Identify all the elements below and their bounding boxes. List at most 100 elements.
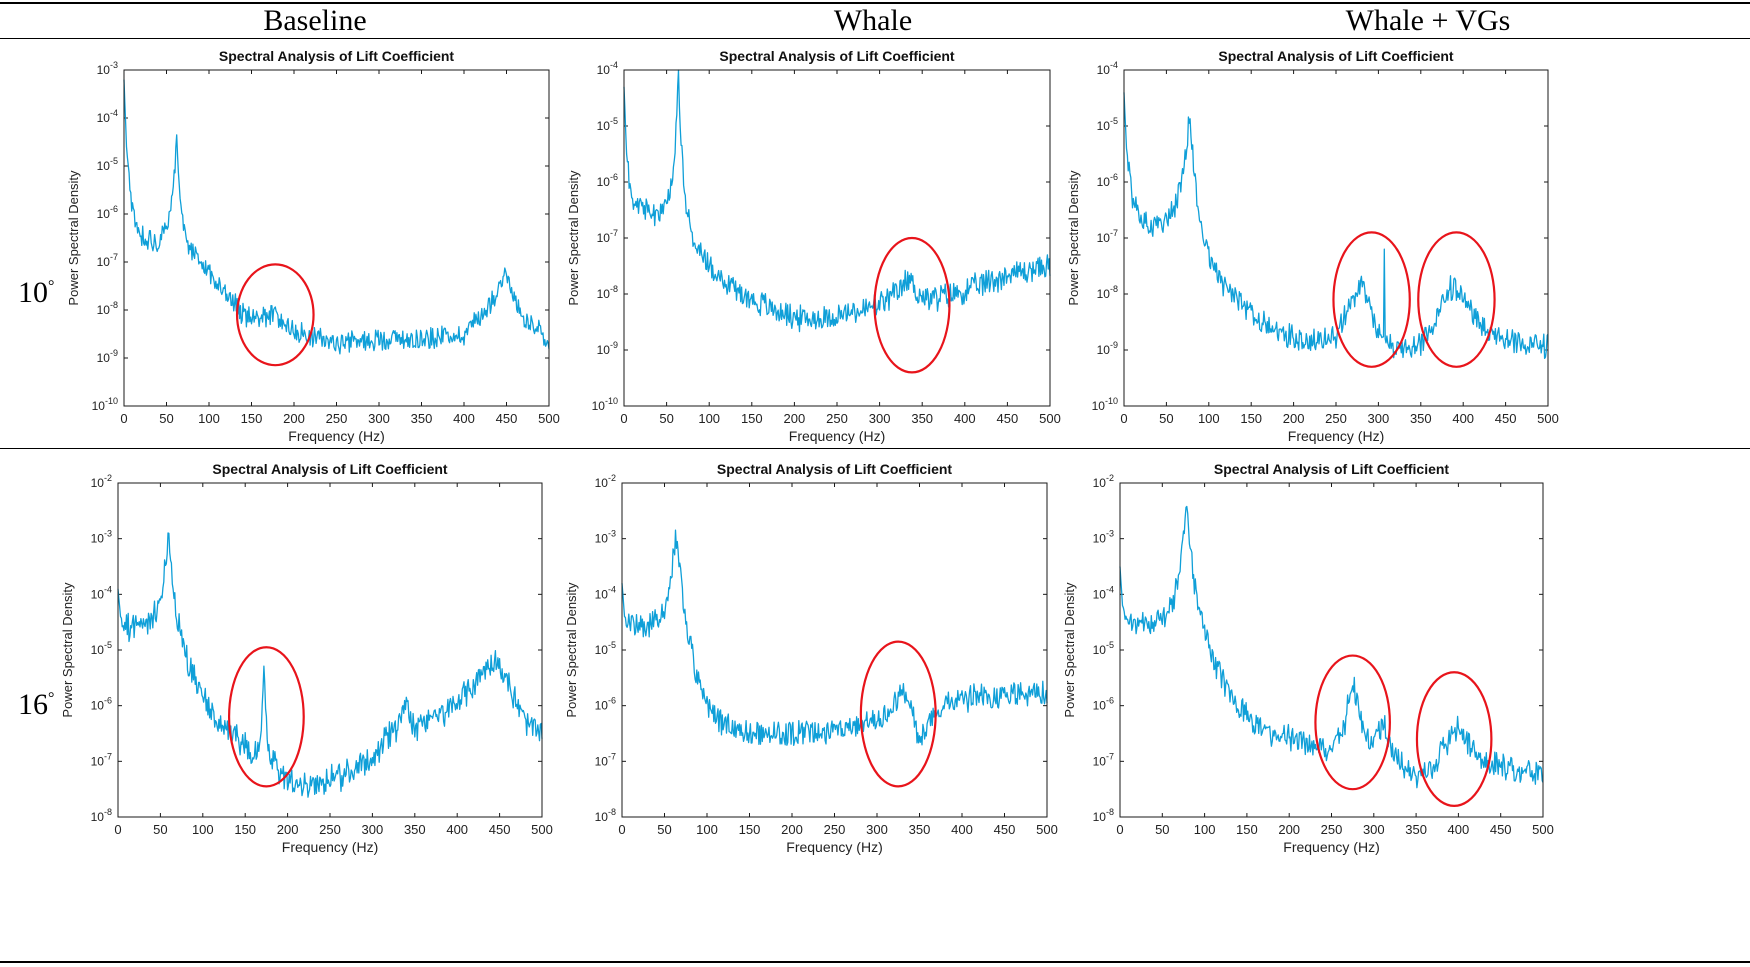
chart-panel-16deg-baseline: Spectral Analysis of Lift Coefficient Fre… (60, 461, 553, 855)
x-tick-label: 100 (192, 822, 214, 837)
highlight-ellipse (1417, 231, 1496, 368)
plot-frame (621, 482, 1048, 818)
x-tick-label: 250 (826, 411, 848, 426)
x-tick-label: 300 (1368, 411, 1390, 426)
x-tick-label: 250 (1325, 411, 1347, 426)
x-axis-label: Frequency (Hz) (282, 839, 378, 855)
x-tick-label: 400 (1448, 822, 1470, 837)
x-tick-label: 200 (283, 411, 305, 426)
y-tick-label: 10-4 (595, 584, 616, 601)
y-tick-label: 10-9 (97, 348, 118, 365)
x-tick-label: 500 (1537, 411, 1559, 426)
x-tick-label: 350 (411, 411, 433, 426)
column-header-baseline: Baseline (263, 4, 367, 37)
y-axis-label: Power Spectral Density (66, 170, 81, 306)
x-tick-label: 0 (120, 411, 127, 426)
y-tick-label: 10-10 (92, 396, 118, 413)
x-tick-label: 250 (1321, 822, 1343, 837)
chart-panel-10deg-whale-vgs: Spectral Analysis of Lift Coefficient Fre… (1066, 48, 1559, 444)
y-tick-label: 10-5 (595, 640, 616, 657)
x-tick-label: 450 (496, 411, 518, 426)
chart-panel-10deg-baseline: Spectral Analysis of Lift Coefficient Fre… (66, 48, 560, 444)
y-tick-label: 10-5 (91, 640, 112, 657)
x-tick-label: 300 (866, 822, 888, 837)
x-tick-label: 0 (618, 822, 625, 837)
x-tick-label: 450 (997, 411, 1019, 426)
x-tick-label: 50 (159, 411, 173, 426)
x-tick-label: 350 (1405, 822, 1427, 837)
x-tick-label: 400 (453, 411, 475, 426)
y-tick-label: 10-5 (97, 156, 118, 173)
x-tick-label: 50 (659, 411, 673, 426)
y-tick-label: 10-6 (1097, 172, 1118, 189)
psd-series-line (117, 532, 543, 798)
y-tick-label: 10-4 (597, 60, 618, 77)
chart-title: Spectral Analysis of Lift Coefficient (719, 48, 955, 64)
highlight-ellipse (235, 263, 315, 367)
x-tick-label: 500 (1532, 822, 1554, 837)
y-axis-label: Power Spectral Density (60, 582, 75, 718)
x-tick-label: 450 (994, 822, 1016, 837)
row-label-16deg: 16° (18, 688, 55, 721)
chart-panel-10deg-whale: Spectral Analysis of Lift Coefficient Fre… (566, 48, 1061, 444)
x-tick-label: 350 (911, 411, 933, 426)
y-tick-label: 10-8 (597, 284, 618, 301)
y-tick-label: 10-2 (91, 473, 112, 490)
table-top-rule (0, 2, 1750, 4)
x-tick-label: 200 (784, 411, 806, 426)
x-axis-label: Frequency (Hz) (789, 428, 885, 444)
y-tick-label: 10-6 (595, 696, 616, 713)
x-tick-label: 50 (1155, 822, 1169, 837)
plot-frame (117, 482, 543, 818)
x-axis-label: Frequency (Hz) (288, 428, 384, 444)
chart-title: Spectral Analysis of Lift Coefficient (1214, 461, 1450, 477)
x-tick-label: 250 (326, 411, 348, 426)
header-rule (0, 38, 1750, 39)
highlight-ellipse (1314, 654, 1391, 791)
y-tick-label: 10-3 (97, 60, 118, 77)
x-tick-label: 150 (739, 822, 761, 837)
highlight-ellipse (1332, 231, 1411, 368)
x-tick-label: 300 (869, 411, 891, 426)
y-tick-label: 10-7 (595, 751, 616, 768)
y-tick-label: 10-8 (97, 300, 118, 317)
y-tick-label: 10-7 (1093, 751, 1114, 768)
psd-series-line (1123, 92, 1549, 360)
x-tick-label: 150 (241, 411, 263, 426)
x-tick-label: 0 (620, 411, 627, 426)
x-tick-label: 500 (1036, 822, 1058, 837)
y-tick-label: 10-2 (1093, 473, 1114, 490)
plot-frame (623, 69, 1051, 407)
x-tick-label: 100 (1194, 822, 1216, 837)
x-tick-label: 300 (362, 822, 384, 837)
x-tick-label: 400 (951, 822, 973, 837)
x-axis-label: Frequency (Hz) (786, 839, 882, 855)
highlight-ellipse (227, 646, 305, 788)
x-tick-label: 300 (368, 411, 390, 426)
y-tick-label: 10-8 (595, 807, 616, 824)
x-tick-label: 100 (198, 411, 220, 426)
x-tick-label: 0 (1120, 411, 1127, 426)
x-tick-label: 450 (489, 822, 511, 837)
chart-title: Spectral Analysis of Lift Coefficient (1218, 48, 1454, 64)
y-tick-label: 10-6 (97, 204, 118, 221)
y-axis-label: Power Spectral Density (564, 582, 579, 718)
y-tick-label: 10-5 (1097, 116, 1118, 133)
y-axis-label: Power Spectral Density (1062, 582, 1077, 718)
x-tick-label: 100 (696, 822, 718, 837)
row-divider (0, 448, 1750, 449)
y-tick-label: 10-6 (1093, 696, 1114, 713)
highlight-ellipse (1415, 671, 1493, 807)
x-tick-label: 200 (1278, 822, 1300, 837)
x-tick-label: 150 (1236, 822, 1258, 837)
chart-panel-16deg-whale-vgs: Spectral Analysis of Lift Coefficient Fre… (1062, 461, 1554, 855)
highlight-ellipse (859, 640, 937, 788)
chart-title: Spectral Analysis of Lift Coefficient (717, 461, 953, 477)
row-label-10deg: 10° (18, 276, 55, 309)
y-tick-label: 10-4 (97, 108, 118, 125)
psd-series-line (623, 69, 1051, 333)
x-tick-label: 250 (824, 822, 846, 837)
y-tick-label: 10-6 (91, 696, 112, 713)
